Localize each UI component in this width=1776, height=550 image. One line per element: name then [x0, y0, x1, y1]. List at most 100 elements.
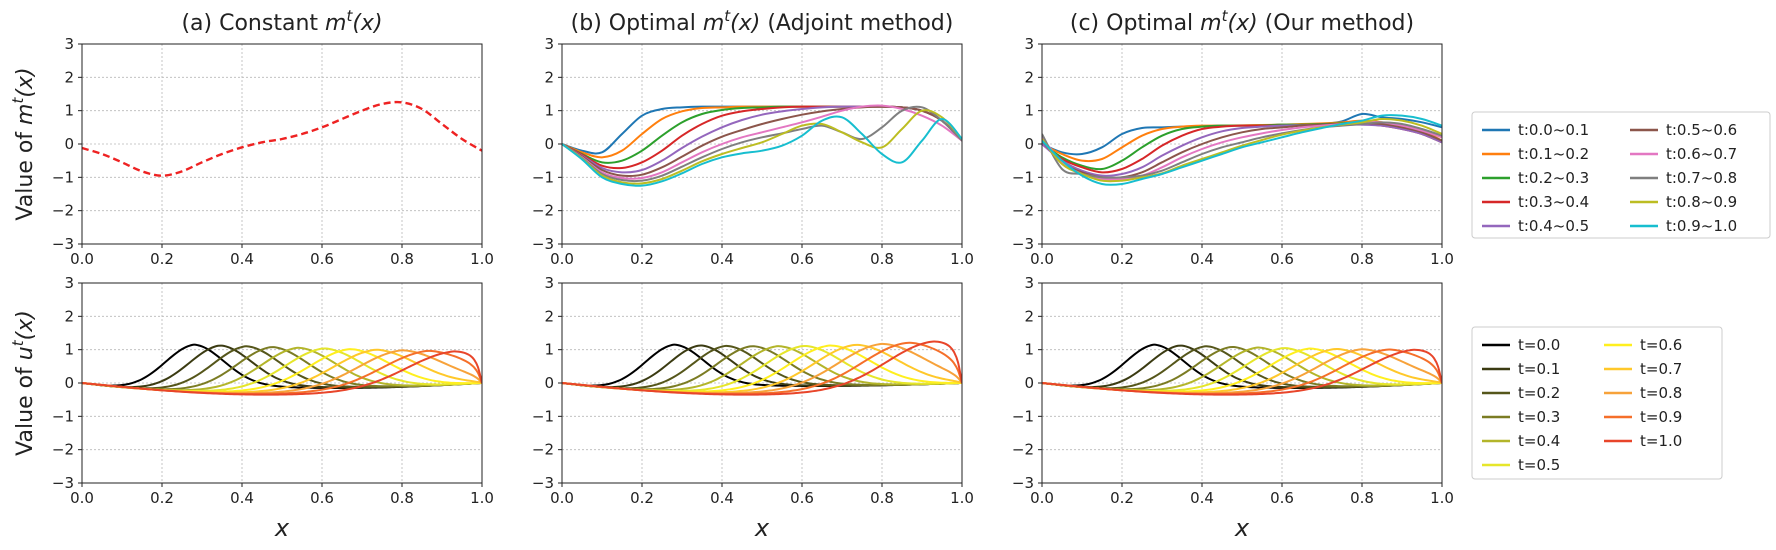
panel-a-bottom: 0.0 0.2 0.4 0.6 0.8 1.0 3 2 1 0 −1 −2 −3 — [52, 274, 494, 507]
y-tick-label: 1 — [1024, 341, 1034, 359]
y-tick-label: 3 — [1024, 274, 1034, 292]
axes-frame — [1041, 43, 1443, 245]
x-tick-label: 0.2 — [150, 250, 174, 268]
y-tick-label: −2 — [532, 202, 554, 220]
ylabel-arg: (x) — [13, 310, 38, 340]
y-tick-label: 0 — [64, 374, 74, 392]
legend-label: t=0.5 — [1518, 456, 1560, 474]
legend-label: t:0.4~0.5 — [1518, 217, 1589, 235]
title-text: (c) Optimal — [1070, 11, 1200, 36]
panel-title: (a) Constant mt(x) — [181, 7, 382, 36]
x-tick-label: 0.8 — [870, 489, 894, 507]
series-group — [82, 100, 482, 177]
x-tick-label: 0.4 — [230, 489, 254, 507]
axes-frame — [81, 43, 483, 245]
y-tick-label: 2 — [1024, 307, 1034, 325]
series-group — [562, 340, 962, 396]
x-tick-label: 0.0 — [70, 489, 94, 507]
legend-label: t=0.6 — [1640, 336, 1682, 354]
ylabel-sup: t — [9, 339, 27, 346]
legend-label: t:0.5~0.6 — [1666, 121, 1737, 139]
x-tick-label: 0.6 — [1270, 489, 1294, 507]
y-axis-label: Value of mt(x) — [9, 67, 38, 220]
legend-label: t:0.8~0.9 — [1666, 193, 1737, 211]
y-tick-label: −2 — [52, 202, 74, 220]
x-tick-label: 0.2 — [630, 489, 654, 507]
title-math: m — [703, 11, 724, 36]
y-tick-label: −2 — [532, 441, 554, 459]
x-tick-label: 0.8 — [1350, 250, 1374, 268]
x-tick-label: 0.6 — [1270, 250, 1294, 268]
legend-label: t=1.0 — [1640, 432, 1682, 450]
x-tick-label: 1.0 — [470, 250, 494, 268]
y-tick-label: 3 — [64, 274, 74, 292]
series-line-t=1.0 — [1042, 348, 1442, 396]
legend-label: t:0.6~0.7 — [1666, 145, 1737, 163]
panel-b-bottom: 0.0 0.2 0.4 0.6 0.8 1.0 3 2 1 0 −1 −2 −3 — [532, 274, 974, 507]
y-tick-label: −1 — [532, 407, 554, 425]
ylabel-arg: (x) — [13, 67, 38, 97]
y-tick-label: −3 — [1012, 235, 1034, 253]
x-tick-label: 0.0 — [1030, 489, 1054, 507]
x-tick-label: 0.6 — [310, 489, 334, 507]
series-group — [1042, 112, 1442, 186]
y-tick-label: 2 — [544, 68, 554, 86]
x-tick-label: 0.6 — [790, 489, 814, 507]
title-suffix: (Adjoint method) — [760, 11, 953, 36]
y-tick-label: −1 — [1012, 168, 1034, 186]
y-tick-label: 0 — [1024, 135, 1034, 153]
y-tick-label: 2 — [1024, 68, 1034, 86]
y-tick-label: −1 — [1012, 407, 1034, 425]
panel-c-top: 0.0 0.2 0.4 0.6 0.8 1.0 3 2 1 0 −1 −2 −3 — [1012, 35, 1454, 268]
legend-label: t:0.1~0.2 — [1518, 145, 1589, 163]
series-line-t=1.0 — [82, 350, 482, 396]
series-line-t:0.9~1.0 — [1042, 114, 1442, 186]
x-axis-label: x — [274, 514, 290, 542]
y-tick-label: 0 — [1024, 374, 1034, 392]
series-line-t:0.6~0.7 — [562, 104, 962, 180]
series-line-m(x) — [82, 100, 482, 177]
legend-frame — [1471, 111, 1771, 239]
y-tick-label: −3 — [52, 474, 74, 492]
y-tick-label: 0 — [64, 135, 74, 153]
y-tick-label: 3 — [1024, 35, 1034, 53]
x-tick-label: 1.0 — [470, 489, 494, 507]
series-line-t:0.4~0.5 — [1042, 123, 1442, 177]
y-tick-label: 0 — [544, 374, 554, 392]
y-tick-label: 0 — [544, 135, 554, 153]
y-tick-label: −1 — [532, 168, 554, 186]
series-line-t:0.9~1.0 — [562, 115, 962, 187]
x-tick-label: 0.4 — [710, 489, 734, 507]
x-tick-label: 0.2 — [630, 250, 654, 268]
x-tick-label: 1.0 — [1430, 250, 1454, 268]
ylabel-prefix: Value of — [13, 360, 38, 456]
y-tick-label: 2 — [544, 307, 554, 325]
y-tick-label: 1 — [1024, 102, 1034, 120]
y-tick-label: 3 — [64, 35, 74, 53]
legend-label: t=0.8 — [1640, 384, 1682, 402]
title-math: m — [1200, 11, 1221, 36]
x-tick-label: 0.4 — [230, 250, 254, 268]
y-tick-label: −1 — [52, 407, 74, 425]
y-tick-label: −3 — [52, 235, 74, 253]
title-text: (b) Optimal — [571, 11, 703, 36]
y-tick-label: 1 — [64, 102, 74, 120]
ylabel-prefix: Value of — [13, 125, 38, 221]
title-math: m — [325, 11, 346, 36]
legend-label: t=0.1 — [1518, 360, 1560, 378]
series-line-t:0.7~0.8 — [562, 105, 962, 183]
title-text: (a) Constant — [181, 11, 325, 36]
ylabel-sup: t — [9, 97, 27, 104]
legend: t=0.0 t=0.1 t=0.2 t=0.3 t=0.4 t=0.5 t=0.6 t=0.7… — [1471, 326, 1723, 480]
y-tick-label: 2 — [64, 68, 74, 86]
x-tick-label: 0.0 — [1030, 250, 1054, 268]
y-tick-label: −2 — [52, 441, 74, 459]
panel-b-top: 0.0 0.2 0.4 0.6 0.8 1.0 3 2 1 0 −1 −2 −3 — [532, 35, 974, 268]
y-tick-label: −2 — [1012, 202, 1034, 220]
y-tick-label: 2 — [64, 307, 74, 325]
x-tick-label: 1.0 — [950, 250, 974, 268]
panel-title: (b) Optimal mt(x) (Adjoint method) — [571, 7, 954, 36]
y-tick-label: 3 — [544, 274, 554, 292]
title-sup: t — [1222, 7, 1229, 25]
